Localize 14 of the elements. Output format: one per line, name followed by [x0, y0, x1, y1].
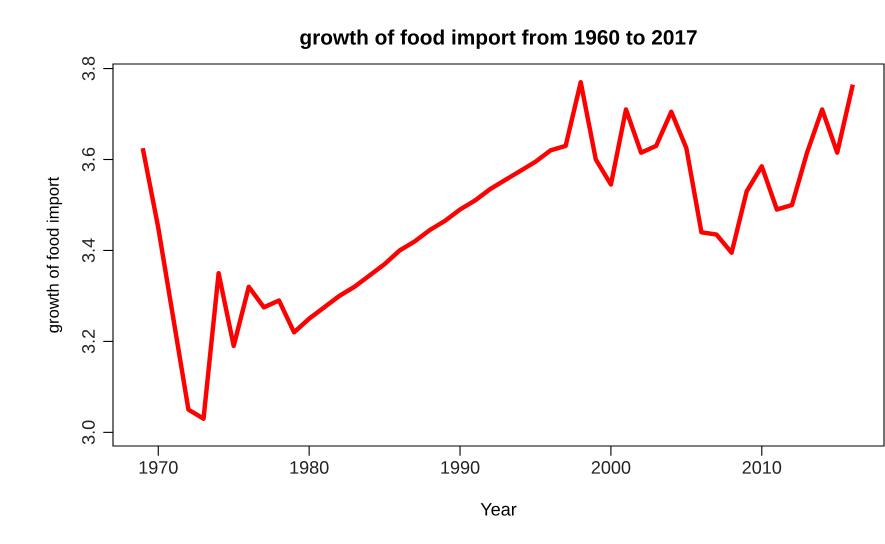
- x-tick-label: 2000: [592, 461, 630, 474]
- chart-title: growth of food import from 1960 to 2017: [300, 29, 697, 49]
- line-series: [140, 80, 855, 421]
- x-tick-label: 2010: [742, 461, 782, 474]
- y-tick-label: 3.8: [82, 56, 95, 80]
- x-tick-label: 1980: [290, 461, 329, 474]
- y-axis-title: growth of food import: [46, 176, 62, 333]
- x-tick-label: 1970: [140, 461, 178, 474]
- x-tick-label: 1990: [441, 461, 480, 474]
- y-tick-label: 3.2: [82, 330, 95, 354]
- x-axis-title: Year: [480, 503, 516, 516]
- y-tick-label: 3.4: [82, 238, 95, 262]
- y-tick-label: 3.6: [82, 148, 95, 172]
- y-tick-label: 3.0: [82, 420, 95, 444]
